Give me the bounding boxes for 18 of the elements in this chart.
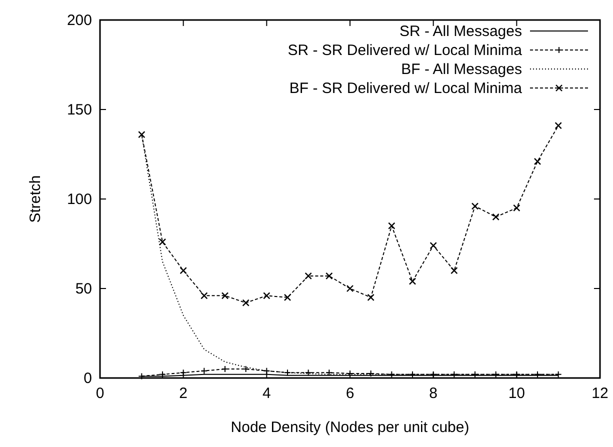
y-axis-title: Stretch [27, 175, 44, 223]
x-tick-label: 2 [179, 385, 188, 402]
legend-label: SR - All Messages [399, 23, 522, 40]
legend-label: SR - SR Delivered w/ Local Minima [288, 42, 523, 59]
x-tick-label: 0 [96, 385, 104, 402]
y-tick-label: 50 [75, 280, 92, 298]
x-axis-title: Node Density (Nodes per unit cube) [230, 419, 470, 436]
x-tick-label: 4 [262, 385, 271, 402]
y-tick-label: 200 [66, 12, 92, 29]
y-tick-label: 150 [66, 102, 92, 118]
y-tick-label: 100 [66, 191, 92, 208]
legend-label: BF - SR Delivered w/ Local Minima [289, 80, 523, 97]
x-tick-label: 8 [429, 385, 438, 402]
legend-label: BF - All Messages [401, 61, 522, 78]
x-tick-label: 10 [508, 385, 526, 402]
x-tick-label: 12 [592, 385, 608, 402]
x-tick-label: 6 [346, 385, 354, 402]
y-tick-label: 0 [84, 370, 92, 387]
